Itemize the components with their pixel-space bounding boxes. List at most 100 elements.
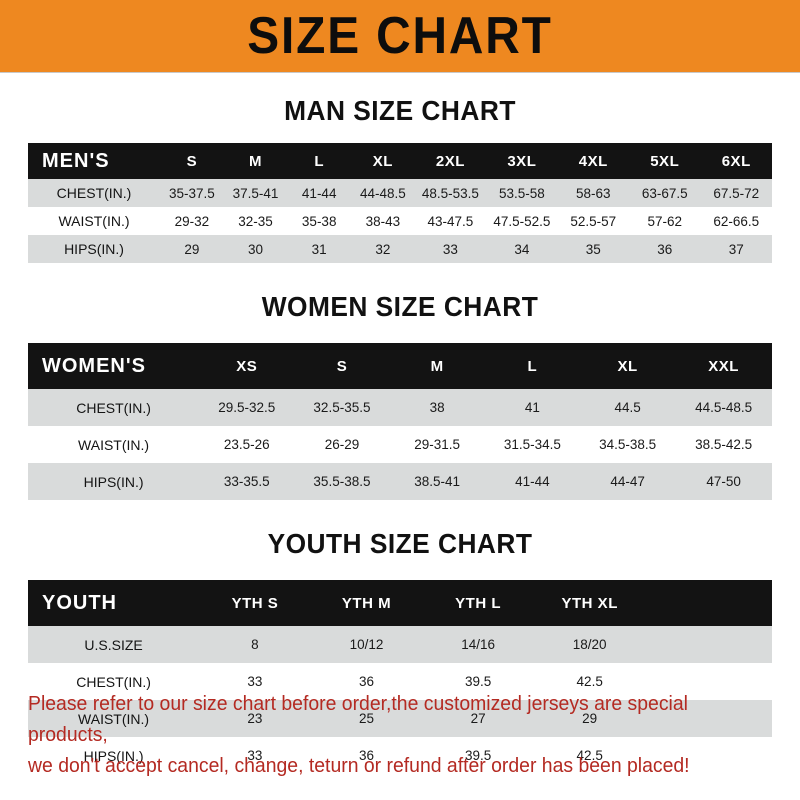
men-size-table: MEN'S S M L XL 2XL 3XL 4XL 5XL 6XL CHEST(IN.) 35-37… xyxy=(28,143,772,263)
youth-cell-2-5 xyxy=(708,700,772,737)
table-row: WAIST(IN.) 29-32 32-35 35-38 38-43 43-47.5 47.… xyxy=(28,207,772,235)
men-cell-1-5: 47.5-52.5 xyxy=(486,207,558,235)
men-cell-1-6: 52.5-57 xyxy=(557,207,630,235)
youth-cell-1-4 xyxy=(645,663,709,700)
youth-table-header-row: YOUTH YTH S YTH M YTH L YTH XL xyxy=(28,580,772,626)
women-column-header-3: L xyxy=(527,357,538,375)
women-cell-2-4: 44-47 xyxy=(580,463,676,500)
youth-row-label-2: WAIST(IN.) xyxy=(28,700,200,737)
youth-cell-0-0: 8 xyxy=(199,626,311,663)
order-policy-line-2: we don't accept cancel, change, teturn o… xyxy=(28,755,690,777)
women-row-label-2: HIPS(IN.) xyxy=(28,463,200,500)
youth-cell-0-5 xyxy=(708,626,772,663)
men-cell-2-1: 30 xyxy=(223,235,288,263)
men-cell-1-0: 29-32 xyxy=(160,207,224,235)
men-cell-2-2: 31 xyxy=(287,235,352,263)
men-cell-1-3: 38-43 xyxy=(351,207,415,235)
men-cell-2-8: 37 xyxy=(700,235,772,263)
table-row: HIPS(IN.) 29 30 31 32 33 34 35 36 37 xyxy=(28,235,772,263)
men-cell-2-3: 32 xyxy=(351,235,415,263)
youth-cell-3-5 xyxy=(708,737,772,774)
women-cell-0-3: 41 xyxy=(484,389,580,426)
men-cell-1-8: 62-66.5 xyxy=(700,207,772,235)
women-cell-0-1: 32.5-35.5 xyxy=(294,389,390,426)
order-policy-note: Please refer to our size chart before or… xyxy=(28,689,756,782)
youth-row-label-0: U.S.SIZE xyxy=(28,626,200,663)
women-cell-0-5: 44.5-48.5 xyxy=(675,389,772,426)
men-cell-2-6: 35 xyxy=(557,235,630,263)
youth-cell-2-4 xyxy=(645,700,709,737)
youth-cell-2-3: 29 xyxy=(533,700,646,737)
youth-size-table: YOUTH YTH S YTH M YTH L YTH XL U.S.SIZE 8 10/12… xyxy=(28,580,772,774)
order-policy-line-1: Please refer to our size chart before or… xyxy=(28,693,688,746)
women-cell-2-3: 41-44 xyxy=(484,463,580,500)
women-column-header-2: M xyxy=(430,357,444,375)
youth-cell-0-4 xyxy=(645,626,709,663)
men-table-body: MEN'S S M L XL 2XL 3XL 4XL 5XL 6XL CHEST(IN.) 35-37… xyxy=(28,143,772,263)
table-row: HIPS(IN.) 33 36 39.5 42.5 xyxy=(28,737,772,774)
women-column-header-5: XXL xyxy=(708,357,739,375)
table-row: CHEST(IN.) 33 36 39.5 42.5 xyxy=(28,663,772,700)
youth-cell-3-2: 39.5 xyxy=(422,737,534,774)
youth-column-header-4 xyxy=(645,580,708,626)
youth-cell-2-1: 25 xyxy=(310,700,423,737)
youth-cell-0-2: 14/16 xyxy=(422,626,534,663)
youth-cell-0-1: 10/12 xyxy=(310,626,423,663)
women-cell-1-3: 31.5-34.5 xyxy=(484,426,580,463)
men-cell-2-5: 34 xyxy=(486,235,558,263)
youth-cell-2-2: 27 xyxy=(422,700,534,737)
women-cell-1-1: 26-29 xyxy=(294,426,390,463)
men-column-header-7: 5XL xyxy=(650,152,680,170)
youth-cell-1-2: 39.5 xyxy=(422,663,534,700)
women-cell-0-2: 38 xyxy=(389,389,485,426)
table-row: U.S.SIZE 8 10/12 14/16 18/20 xyxy=(28,626,772,663)
men-cell-0-5: 53.5-58 xyxy=(486,179,558,207)
youth-cell-1-0: 33 xyxy=(199,663,311,700)
men-cell-1-2: 35-38 xyxy=(287,207,352,235)
women-cell-0-0: 29.5-32.5 xyxy=(199,389,295,426)
men-column-header-5: 3XL xyxy=(507,152,537,170)
youth-cell-2-0: 23 xyxy=(199,700,311,737)
section-youth: YOUTH SIZE CHART YOUTH YTH S YTH M YTH L YTH… xyxy=(0,530,800,774)
section-title-men: MAN SIZE CHART xyxy=(284,95,516,126)
men-cell-0-8: 67.5-72 xyxy=(700,179,772,207)
youth-cell-3-4 xyxy=(645,737,709,774)
women-cell-0-4: 44.5 xyxy=(580,389,676,426)
men-table-corner-label: MEN'S xyxy=(42,149,110,172)
youth-cell-0-3: 18/20 xyxy=(533,626,646,663)
men-cell-0-4: 48.5-53.5 xyxy=(414,179,487,207)
men-cell-0-6: 58-63 xyxy=(557,179,630,207)
men-table-header-row: MEN'S S M L XL 2XL 3XL 4XL 5XL 6XL xyxy=(28,143,772,179)
youth-column-header-0: YTH S xyxy=(231,594,279,612)
men-cell-2-4: 33 xyxy=(414,235,487,263)
youth-cell-1-5 xyxy=(708,663,772,700)
women-cell-1-5: 38.5-42.5 xyxy=(675,426,772,463)
men-cell-0-2: 41-44 xyxy=(287,179,352,207)
men-cell-1-1: 32-35 xyxy=(223,207,288,235)
section-title-youth: YOUTH SIZE CHART xyxy=(267,528,533,559)
youth-table-corner-label: YOUTH xyxy=(42,591,117,614)
women-table-corner-label: WOMEN'S xyxy=(42,354,146,377)
women-cell-2-1: 35.5-38.5 xyxy=(294,463,390,500)
youth-column-header-5 xyxy=(709,580,772,626)
section-title-women: WOMEN SIZE CHART xyxy=(261,291,539,322)
table-row: CHEST(IN.) 29.5-32.5 32.5-35.5 38 41 44.5 44.5… xyxy=(28,389,772,426)
women-table-body: WOMEN'S XS S M L XL XXL CHEST(IN.) 29.5-32.5 32.5… xyxy=(28,343,772,500)
men-column-header-6: 4XL xyxy=(578,152,608,170)
women-cell-2-5: 47-50 xyxy=(675,463,772,500)
men-cell-0-0: 35-37.5 xyxy=(160,179,224,207)
men-column-header-1: M xyxy=(249,152,263,170)
men-column-header-3: XL xyxy=(372,152,393,170)
women-column-header-0: XS xyxy=(236,357,258,375)
women-cell-1-4: 34.5-38.5 xyxy=(580,426,676,463)
men-row-label-0: CHEST(IN.) xyxy=(28,179,161,207)
youth-column-header-3: YTH XL xyxy=(561,594,618,612)
men-column-header-8: 6XL xyxy=(721,152,751,170)
men-column-header-4: 2XL xyxy=(435,152,465,170)
table-row: HIPS(IN.) 33-35.5 35.5-38.5 38.5-41 41-44 44-… xyxy=(28,463,772,500)
men-row-label-2: HIPS(IN.) xyxy=(28,235,161,263)
youth-cell-1-1: 36 xyxy=(310,663,423,700)
women-row-label-0: CHEST(IN.) xyxy=(28,389,200,426)
women-table-header-row: WOMEN'S XS S M L XL XXL xyxy=(28,343,772,389)
men-cell-2-0: 29 xyxy=(160,235,224,263)
